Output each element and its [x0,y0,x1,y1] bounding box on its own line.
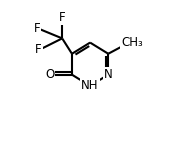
Text: N: N [104,68,113,81]
Text: O: O [45,68,54,81]
Text: F: F [34,22,40,35]
Text: F: F [59,11,66,24]
Text: F: F [35,43,42,56]
Text: CH₃: CH₃ [121,36,143,49]
Text: NH: NH [81,79,99,92]
